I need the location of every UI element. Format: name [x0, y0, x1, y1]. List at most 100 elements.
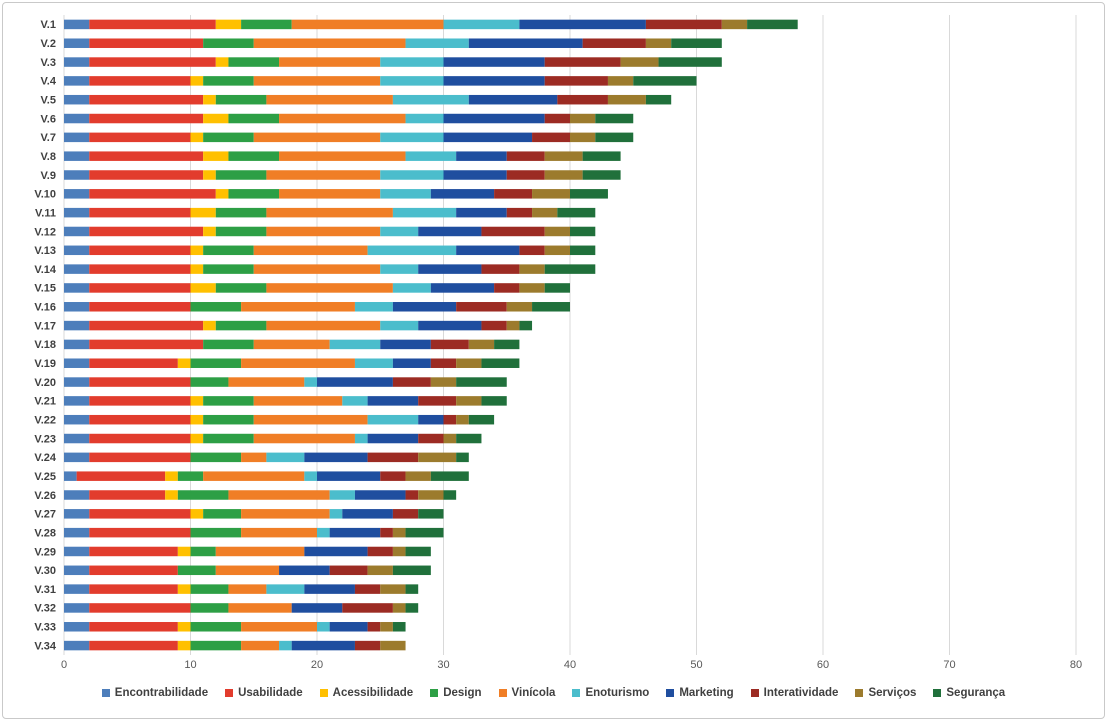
bar-segment	[228, 189, 280, 199]
bar-segment	[595, 113, 634, 124]
bar-segment	[405, 603, 419, 613]
bar-segment	[165, 471, 178, 481]
bar-segment	[89, 396, 191, 406]
bar-segment	[253, 264, 381, 274]
legend-label: Segurança	[946, 687, 1006, 699]
bar-segment	[304, 546, 368, 557]
legend-swatch-icon	[101, 689, 110, 697]
bar-segment	[266, 207, 393, 218]
bar-segment	[89, 94, 204, 105]
bar-segment	[253, 433, 355, 444]
bar-segment	[89, 170, 204, 180]
category-label: V.28	[34, 527, 56, 539]
bar-segment	[266, 320, 381, 331]
bar-segment	[64, 302, 90, 312]
bar-segment	[380, 320, 419, 331]
legend-item: Acessibilidade	[319, 687, 413, 699]
bar-segment	[392, 302, 457, 312]
legend-swatch-icon	[319, 689, 328, 697]
bar-segment	[89, 76, 191, 86]
bar-segment	[658, 57, 722, 67]
bar-segment	[494, 339, 520, 350]
bar-segment	[228, 377, 305, 387]
bar-segment	[317, 622, 330, 632]
stacked-bar-chart: V.1 V.2 V.3 V.4 V.5 V.6 V.7 V.8 V.9 V.10 V.11 V.12 V…	[34, 15, 1082, 671]
x-tick-label: 10	[184, 659, 196, 671]
bar-segment	[329, 490, 355, 500]
bar-segment	[190, 207, 216, 218]
bar-segment	[380, 584, 406, 594]
bar-segment	[203, 113, 229, 124]
bar-segment	[190, 509, 204, 519]
bar-segment	[443, 132, 533, 143]
bar-segment	[342, 396, 368, 406]
bar-segment	[443, 57, 545, 67]
bar-segment	[392, 546, 406, 557]
bar-segment	[190, 396, 204, 406]
bar-segment	[418, 264, 482, 274]
bar-segment	[64, 264, 90, 274]
bar-segment	[64, 471, 77, 481]
bar-segment	[64, 452, 90, 463]
bar-segment	[89, 622, 178, 632]
bar-segment	[456, 358, 482, 368]
bar-segment	[418, 414, 444, 425]
x-tick-label: 20	[311, 659, 323, 671]
bar-segment	[241, 19, 292, 30]
legend-swatch-icon	[933, 689, 942, 697]
bar-segment	[89, 189, 216, 199]
legend-swatch-icon	[572, 689, 581, 697]
bar-segment	[544, 226, 570, 237]
bar-segment	[253, 339, 330, 350]
bar-segment	[405, 490, 419, 500]
bar-segment	[279, 565, 330, 576]
bar-segment	[570, 132, 596, 143]
bar-segment	[544, 283, 570, 293]
bar-segment	[89, 132, 191, 143]
bar-segment	[228, 584, 267, 594]
bar-segment	[430, 377, 457, 387]
bar-segment	[203, 414, 254, 425]
bar-segment	[203, 509, 242, 519]
bar-segment	[418, 490, 444, 500]
bar-segment	[64, 320, 90, 331]
bar-segment	[570, 189, 608, 199]
bar-segment	[89, 452, 191, 463]
bar-segment	[481, 396, 507, 406]
bar-segment	[456, 207, 507, 218]
bar-segment	[64, 189, 90, 199]
category-label: V.7	[40, 132, 56, 144]
category-label: V.8	[40, 151, 56, 163]
category-label: V.21	[34, 396, 56, 408]
bar-segment	[241, 640, 280, 651]
bar-segment	[380, 471, 406, 481]
legend-swatch-icon	[498, 689, 507, 697]
x-tick-label: 70	[943, 659, 955, 671]
bar-segment	[266, 283, 393, 293]
bar-segment	[64, 339, 90, 350]
bar-segment	[64, 509, 90, 519]
bar-segment	[506, 302, 533, 312]
bar-segment	[177, 358, 191, 368]
bar-segment	[443, 76, 545, 86]
legend-label: Serviços	[868, 687, 917, 699]
bar-segment	[367, 396, 419, 406]
bar-segment	[64, 565, 90, 576]
bar-segment	[645, 38, 672, 48]
bar-segment	[279, 151, 406, 161]
bar-segment	[544, 151, 583, 161]
bar-segment	[468, 38, 583, 48]
bar-segment	[64, 584, 90, 594]
bar-segment	[215, 94, 267, 105]
bar-segment	[317, 471, 381, 481]
bar-segment	[64, 170, 90, 180]
bar-segment	[64, 132, 90, 143]
bar-segment	[481, 226, 545, 237]
bar-segment	[354, 584, 381, 594]
legend-swatch-icon	[750, 689, 759, 697]
bar-segment	[203, 320, 216, 331]
bar-segment	[405, 584, 419, 594]
x-tick-label: 40	[564, 659, 576, 671]
bar-segment	[190, 245, 204, 256]
